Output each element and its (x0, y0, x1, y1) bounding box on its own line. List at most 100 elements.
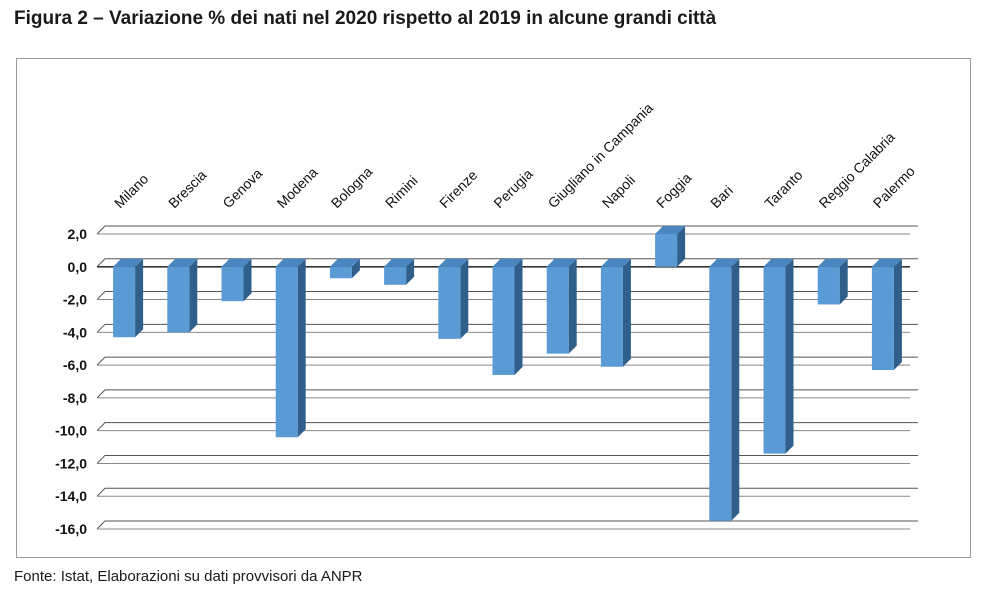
category-label: Bari (707, 182, 736, 211)
bar-front (763, 266, 786, 454)
bar-bari (709, 258, 740, 521)
gridline (96, 323, 918, 333)
bar-giugliano-in-campania (546, 258, 577, 354)
bars (113, 226, 902, 521)
bar-chart: 2,0 0,0 -2,0 -4,0 -6,0 -8,0 -10,0 -12,0 -14,0 -16… (55, 100, 918, 537)
gridline (96, 520, 918, 530)
bar-front (329, 266, 352, 279)
bar-top (546, 258, 577, 267)
bar-top (329, 258, 360, 267)
bar-top (113, 258, 144, 267)
category-label: Palermo (870, 163, 918, 211)
bar-perugia (492, 258, 523, 375)
chart-frame: 2,0 0,0 -2,0 -4,0 -6,0 -8,0 -10,0 -12,0 -14,0 -16… (16, 58, 971, 558)
bar-front (113, 266, 136, 338)
bar-firenze (438, 258, 469, 339)
bar-top (438, 258, 469, 267)
y-tick-label: -16,0 (55, 521, 87, 537)
category-label: Napoli (599, 172, 638, 211)
bar-top (655, 226, 686, 234)
y-tick-label: -14,0 (55, 488, 87, 504)
bar-front (600, 266, 623, 367)
bar-side (189, 258, 198, 333)
bar-rimini (384, 258, 415, 285)
bar-front (871, 266, 894, 371)
bar-side (406, 258, 415, 285)
bar-side (460, 258, 469, 339)
bar-top (600, 258, 631, 267)
bar-side (622, 258, 631, 367)
bar-taranto (763, 258, 794, 454)
gridline (96, 454, 918, 464)
bar-top (167, 258, 198, 267)
y-tick-label: -6,0 (63, 357, 87, 373)
bar-palermo (871, 258, 902, 371)
bar-side (135, 258, 144, 338)
bar-top (492, 258, 523, 267)
bar-top (275, 258, 306, 267)
bar-top (709, 258, 740, 267)
y-tick-label: -2,0 (63, 292, 87, 308)
zero-gridline (96, 258, 918, 268)
category-label: Foggia (653, 169, 695, 211)
category-label: Giugliano in Campania (545, 100, 657, 212)
gridline (96, 356, 918, 366)
bar-modena (275, 258, 306, 438)
bar-milano (113, 258, 144, 338)
bar-side (297, 258, 306, 438)
bar-top (384, 258, 415, 267)
category-label: Genova (219, 165, 265, 211)
bar-front (709, 266, 732, 521)
y-tick-label: -8,0 (63, 390, 87, 406)
bar-front (655, 234, 678, 267)
bar-side (731, 258, 740, 521)
bar-side (785, 258, 794, 454)
bar-top (221, 258, 252, 267)
bar-front (384, 266, 407, 285)
category-label: Firenze (436, 167, 480, 211)
gridline (96, 225, 918, 235)
category-label: Modena (274, 164, 321, 211)
category-label: Bologna (328, 163, 376, 211)
bar-side (893, 258, 902, 371)
category-labels: Milano Brescia Genova Modena Bologna Rimini Fi… (111, 100, 918, 212)
bar-front (167, 266, 190, 333)
gridline (96, 487, 918, 497)
gridline (96, 389, 918, 399)
y-tick-label: -12,0 (55, 455, 87, 471)
bar-front (817, 266, 840, 305)
y-tick-label: -4,0 (63, 324, 87, 340)
bar-side (839, 258, 848, 305)
y-tick-label: 2,0 (68, 226, 88, 242)
bar-foggia (655, 226, 686, 267)
bar-reggio-calabria (817, 258, 848, 305)
bar-front (438, 266, 461, 339)
bar-front (546, 266, 569, 354)
category-label: Perugia (490, 166, 536, 212)
bar-bologna (329, 258, 360, 279)
source-note: Fonte: Istat, Elaborazioni su dati provv… (14, 568, 363, 585)
bar-side (677, 226, 686, 267)
bar-brescia (167, 258, 198, 333)
bar-side (514, 258, 523, 375)
bar-genova (221, 258, 252, 302)
category-label: Rimini (382, 172, 421, 211)
bar-front (275, 266, 298, 438)
bar-top (817, 258, 848, 267)
bar-side (351, 258, 360, 279)
bar-side (243, 258, 252, 302)
bar-front (221, 266, 244, 302)
category-label: Brescia (165, 167, 209, 211)
bar-top (763, 258, 794, 267)
gridline (96, 422, 918, 432)
bar-front (492, 266, 515, 375)
category-label: Taranto (761, 167, 805, 211)
y-tick-label: 0,0 (68, 259, 88, 275)
gridline (96, 291, 918, 300)
y-tick-label: -10,0 (55, 423, 87, 439)
bar-napoli (600, 258, 631, 367)
bar-side (568, 258, 577, 354)
bar-top (871, 258, 902, 267)
category-label: Milano (111, 170, 152, 211)
page-title: Figura 2 – Variazione % dei nati nel 202… (14, 8, 717, 29)
